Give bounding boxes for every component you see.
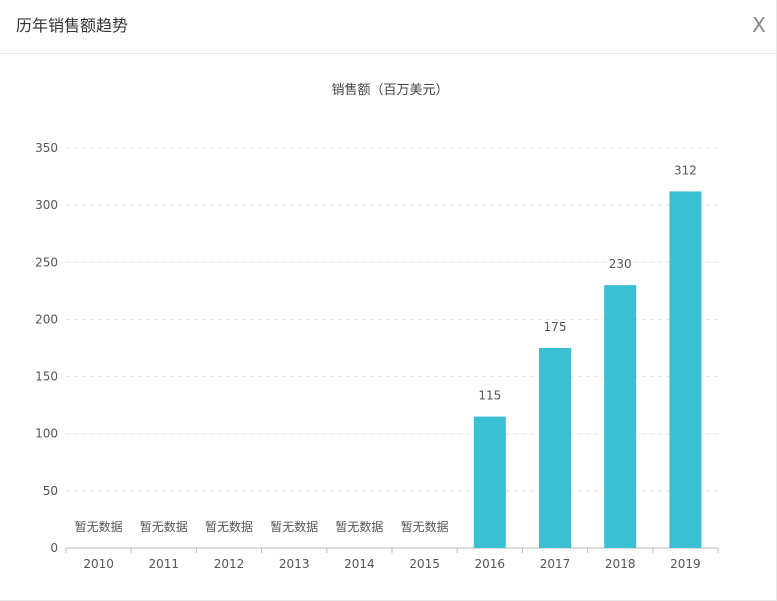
x-tick-label: 2014	[344, 557, 375, 571]
y-tick-label: 300	[35, 198, 58, 212]
bar-value-label: 230	[609, 257, 632, 271]
x-tick-label: 2019	[670, 557, 701, 571]
y-tick-label: 200	[35, 312, 58, 326]
x-tick-label: 2012	[214, 557, 245, 571]
bar-chart: 销售额（百万美元） 0 50 100 150 200 250 300 350 2010 2011 2…	[35, 82, 719, 571]
y-tick-label: 0	[50, 541, 58, 555]
no-data-label: 暂无数据	[335, 519, 383, 534]
y-tick-label: 100	[35, 427, 58, 441]
close-icon[interactable]: X	[752, 13, 766, 37]
y-tick-label: 50	[43, 484, 58, 498]
dialog-header: 历年销售额趋势 X	[0, 0, 776, 54]
bar	[604, 285, 637, 548]
chart-title: 销售额（百万美元）	[331, 82, 448, 98]
bar-value-label: 175	[544, 320, 567, 334]
no-data-label: 暂无数据	[75, 519, 123, 534]
bar-value-label: 312	[674, 163, 697, 177]
y-tick-label: 150	[35, 370, 58, 384]
x-tick-label: 2017	[540, 557, 571, 571]
dialog-title: 历年销售额趋势	[16, 16, 129, 35]
bar	[669, 191, 702, 548]
chart-area: 销售额（百万美元） 0 50 100 150 200 250 300 350 2010 2011 2…	[0, 55, 776, 600]
x-tick-label: 2013	[279, 557, 310, 571]
no-data-label: 暂无数据	[140, 519, 188, 534]
bar	[473, 416, 506, 548]
bar	[539, 348, 571, 548]
x-tick-label: 2011	[149, 557, 180, 571]
no-data-label: 暂无数据	[205, 519, 253, 534]
y-tick-label: 350	[35, 141, 58, 155]
x-tick-label: 2010	[83, 557, 114, 571]
bar-value-label: 115	[478, 389, 501, 403]
x-tick-label: 2018	[605, 557, 636, 571]
x-tick-label: 2016	[475, 557, 506, 571]
no-data-label: 暂无数据	[270, 519, 318, 534]
y-tick-label: 250	[35, 255, 58, 269]
x-tick-label: 2015	[409, 557, 440, 571]
no-data-label: 暂无数据	[401, 519, 449, 534]
